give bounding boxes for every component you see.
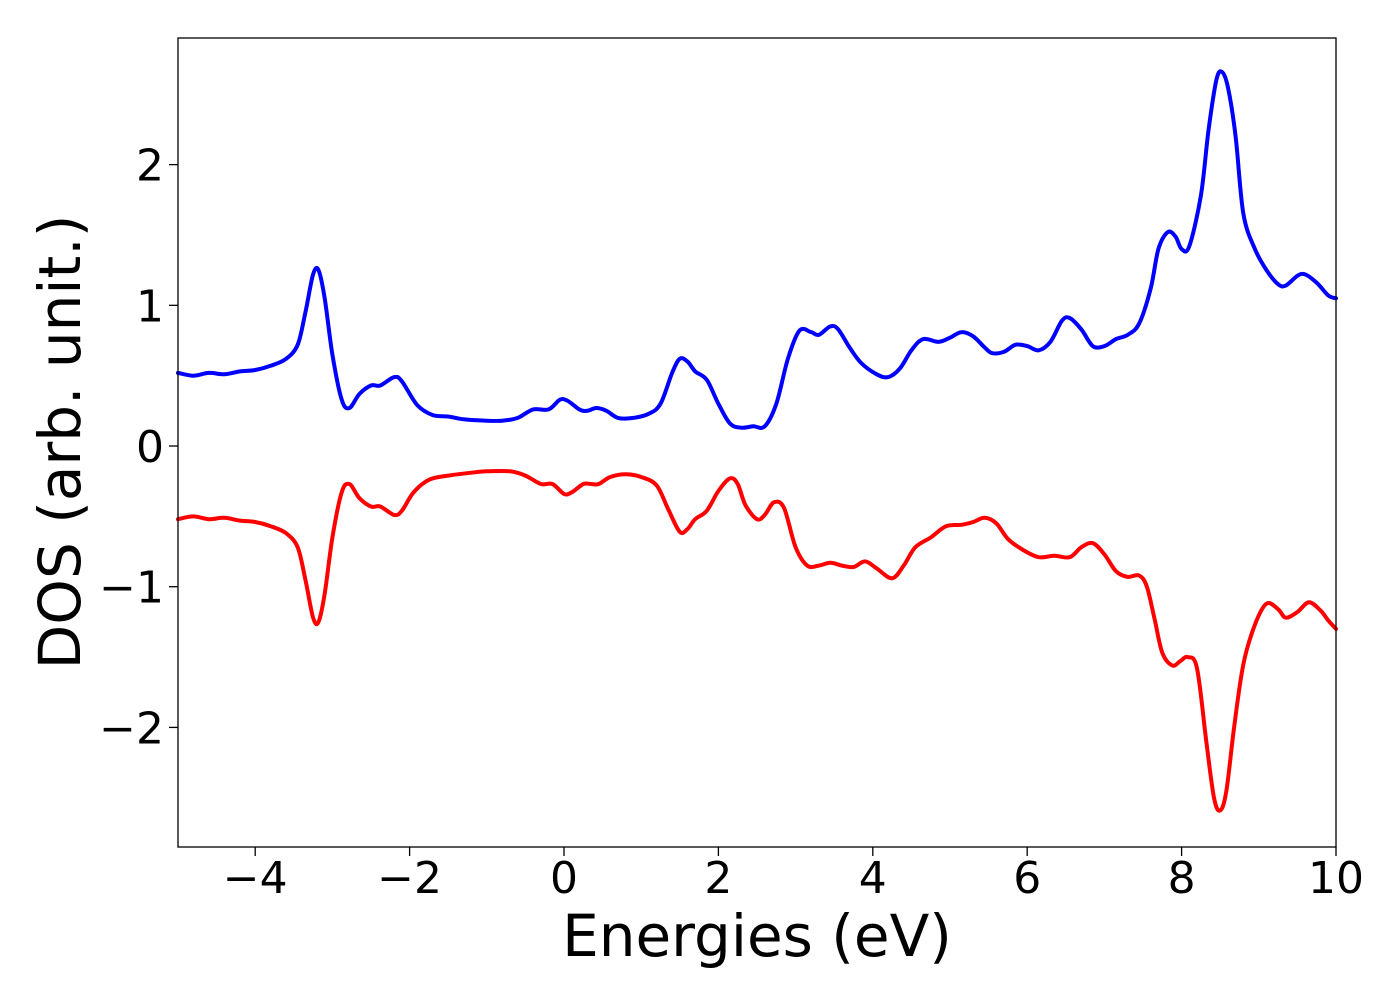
series-line-2 [176,468,1338,813]
y-tick-label: 0 [136,422,164,473]
x-tick-label: 10 [1308,853,1364,904]
series-line-1 [176,69,1338,430]
y-tick-label: 1 [136,281,164,332]
y-tick-label: −1 [99,563,164,614]
x-tick-label: 4 [859,853,887,904]
y-tick-label: −2 [99,703,164,754]
plot-frame [177,37,1337,848]
y-tick-label: 2 [136,141,164,192]
x-ticks: −4 −2 0 2 4 6 8 10 [223,847,1364,904]
x-axis-title: Energies (eV) [562,902,952,970]
x-tick-label: 0 [550,853,578,904]
x-tick-label: 6 [1013,853,1041,904]
series-layer [176,69,1338,813]
x-tick-label: −2 [377,853,442,904]
x-tick-label: 2 [704,853,732,904]
y-axis-title: DOS (arb. unit.) [26,215,94,670]
x-tick-label: 8 [1168,853,1196,904]
x-tick-label: −4 [223,853,288,904]
y-ticks: −2 −1 0 1 2 [99,141,178,754]
